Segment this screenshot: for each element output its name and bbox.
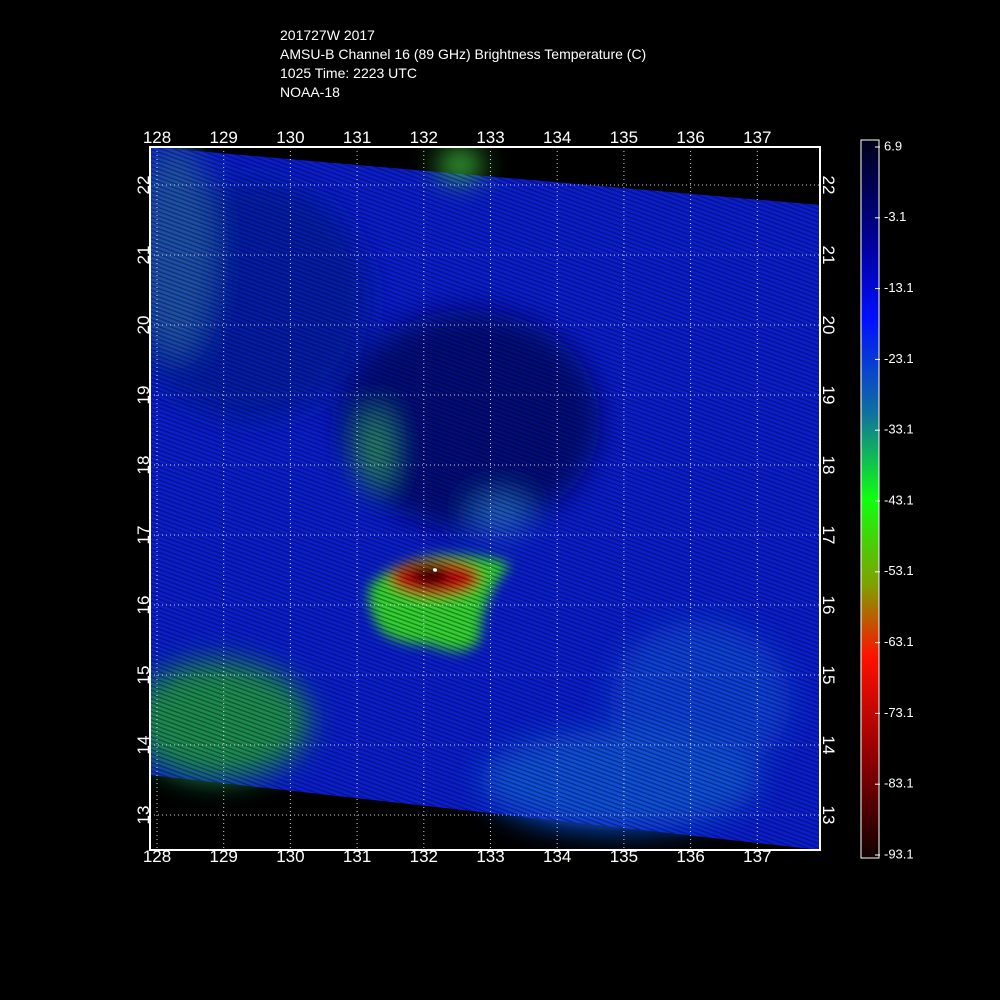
colorbar-labels: 6.9 -3.1 -13.1 -23.1 -33.1 -43.1 -53.1 -63.1 -73…: [875, 138, 914, 861]
colorbar-label: -23.1: [884, 351, 914, 366]
lat-tick-label: 22: [819, 176, 838, 195]
colorbar: [860, 139, 880, 859]
lat-tick-label: 16: [134, 596, 153, 615]
lon-tick-label: 133: [476, 128, 504, 147]
lon-tick-label: 134: [543, 128, 571, 147]
colorbar-label: -53.1: [884, 563, 914, 578]
lat-tick-label: 17: [134, 526, 153, 545]
lat-tick-label: 21: [819, 246, 838, 265]
colorbar-label: -83.1: [884, 776, 914, 791]
lat-tick-label: 18: [134, 456, 153, 475]
header: 201727W 2017 AMSU-B Channel 16 (89 GHz) B…: [280, 27, 646, 100]
lon-tick-label: 128: [143, 847, 171, 866]
lon-tick-label: 137: [743, 847, 771, 866]
lon-tick-label: 131: [343, 128, 371, 147]
lon-tick-label: 136: [676, 847, 704, 866]
lon-tick-label: 135: [610, 128, 638, 147]
colorbar-label: -43.1: [884, 492, 914, 507]
lat-tick-label: 14: [819, 736, 838, 755]
axes: 128 128 129 129 130 130 131 131 132 132 133 133 134 1…: [134, 128, 838, 866]
colorbar-label: -73.1: [884, 705, 914, 720]
lat-tick-label: 17: [819, 526, 838, 545]
colorbar-label: -13.1: [884, 280, 914, 295]
header-line: AMSU-B Channel 16 (89 GHz) Brightness Te…: [280, 46, 646, 62]
lat-tick-label: 18: [819, 456, 838, 475]
map-frame: [149, 146, 821, 851]
lon-tick-label: 128: [143, 128, 171, 147]
lat-tick-label: 19: [134, 386, 153, 405]
lon-tick-label: 129: [210, 847, 238, 866]
lon-tick-label: 135: [610, 847, 638, 866]
lat-tick-label: 15: [134, 666, 153, 685]
lat-tick-label: 21: [134, 246, 153, 265]
lat-tick-label: 19: [819, 386, 838, 405]
lat-tick-label: 16: [819, 596, 838, 615]
colorbar-label: -63.1: [884, 634, 914, 649]
lon-tick-label: 132: [410, 128, 438, 147]
header-line: 201727W 2017: [280, 27, 375, 43]
lon-tick-label: 130: [276, 847, 304, 866]
lon-tick-label: 137: [743, 128, 771, 147]
colorbar-label: -3.1: [884, 209, 906, 224]
lat-tick-label: 13: [134, 806, 153, 825]
lon-tick-label: 133: [476, 847, 504, 866]
colorbar-label: -33.1: [884, 422, 914, 437]
lon-tick-label: 132: [410, 847, 438, 866]
lat-tick-label: 15: [819, 666, 838, 685]
lat-tick-label: 13: [819, 806, 838, 825]
lat-tick-label: 20: [134, 316, 153, 335]
lat-tick-label: 20: [819, 316, 838, 335]
lat-tick-label: 22: [134, 176, 153, 195]
lon-tick-label: 134: [543, 847, 571, 866]
colorbar-label: -93.1: [884, 846, 914, 861]
lon-tick-label: 129: [210, 128, 238, 147]
colorbar-label: 6.9: [884, 138, 902, 153]
lon-tick-label: 130: [276, 128, 304, 147]
lat-tick-label: 14: [134, 736, 153, 755]
header-line: 1025 Time: 2223 UTC: [280, 65, 417, 81]
imagery: [150, 147, 820, 850]
lon-tick-label: 136: [676, 128, 704, 147]
lon-tick-label: 131: [343, 847, 371, 866]
header-line: NOAA-18: [280, 84, 340, 100]
